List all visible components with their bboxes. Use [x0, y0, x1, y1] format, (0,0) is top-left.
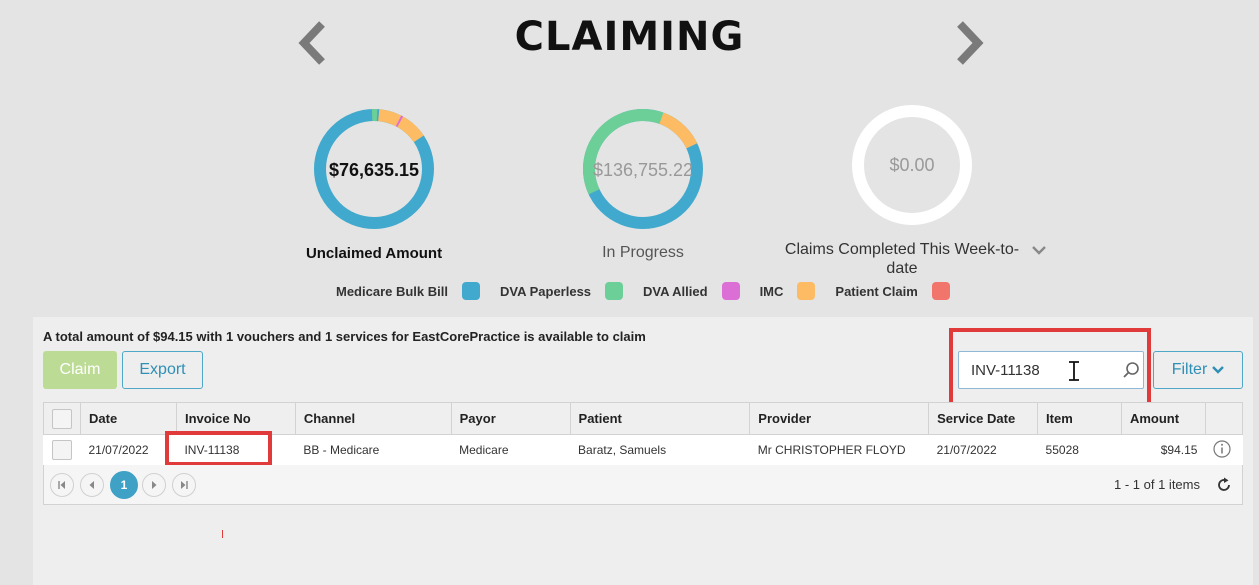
- cell-patient[interactable]: Baratz, Samuels: [570, 434, 750, 466]
- select-all-checkbox[interactable]: [52, 408, 72, 429]
- claim-button[interactable]: Claim: [43, 351, 117, 389]
- unclaimed-amount-label: Unclaimed Amount: [305, 245, 443, 262]
- refresh-icon[interactable]: [1216, 477, 1232, 493]
- info-icon[interactable]: [1213, 439, 1232, 458]
- row-select-cell[interactable]: [43, 434, 81, 466]
- cell-payor: Medicare: [451, 434, 571, 466]
- unclaimed-donut-chart: [314, 109, 434, 229]
- legend-swatch: [605, 282, 624, 300]
- column-header-amount[interactable]: Amount: [1120, 402, 1206, 435]
- in-progress-donut-chart: [583, 109, 703, 229]
- completed-value: $0.00: [889, 155, 935, 175]
- legend-item-imc: IMC: [760, 282, 816, 300]
- in-progress-value: $136,755.22: [592, 160, 694, 180]
- cell-channel: BB - Medicare: [295, 434, 452, 466]
- claims-table: Date Invoice No Channel Payor Patient Pr…: [43, 402, 1244, 466]
- in-progress-label: In Progress: [602, 244, 684, 261]
- column-header-service-date[interactable]: Service Date: [928, 402, 1039, 435]
- page-button-current[interactable]: 1: [110, 471, 138, 499]
- invoice-highlight-box: [165, 431, 272, 466]
- search-icon[interactable]: [1122, 361, 1140, 379]
- search-highlight-box: [949, 328, 1151, 407]
- next-arrow-icon[interactable]: [950, 20, 986, 66]
- invoice-search-box: [958, 351, 1144, 389]
- legend-swatch: [461, 282, 480, 300]
- last-page-icon[interactable]: [172, 473, 196, 497]
- legend-item-dva-allied: DVA Allied: [643, 282, 740, 300]
- pager-info: 1 - 1 of 1 items: [1114, 477, 1200, 492]
- table-header-row: Date Invoice No Channel Payor Patient Pr…: [43, 402, 1244, 435]
- legend-swatch: [931, 282, 950, 300]
- cell-provider[interactable]: Mr CHRISTOPHER FLOYD: [749, 434, 929, 466]
- column-header-provider[interactable]: Provider: [749, 402, 930, 435]
- select-all-header[interactable]: [43, 402, 81, 435]
- chevron-down-icon[interactable]: [1030, 242, 1048, 258]
- pagination-bar: 1 1 - 1 of 1 items: [43, 465, 1243, 505]
- legend-item-dva-paperless: DVA Paperless: [500, 282, 624, 300]
- unclaimed-amount-value: $76,635.15: [328, 160, 420, 180]
- first-page-icon[interactable]: [50, 473, 74, 497]
- cell-item: 55028: [1037, 434, 1122, 466]
- previous-arrow-icon[interactable]: [296, 20, 332, 66]
- claim-summary-text: A total amount of $94.15 with 1 vouchers…: [43, 329, 646, 344]
- info-cell[interactable]: [1205, 434, 1243, 466]
- red-mark: [222, 530, 223, 538]
- cell-amount: $94.15: [1121, 434, 1206, 466]
- filter-label: Filter: [1171, 361, 1208, 378]
- previous-page-icon[interactable]: [80, 473, 104, 497]
- next-page-icon[interactable]: [142, 473, 166, 497]
- column-header-payor[interactable]: Payor: [450, 402, 571, 435]
- legend-item-patient-claim: Patient Claim: [835, 282, 950, 300]
- column-header-item[interactable]: Item: [1037, 402, 1122, 435]
- legend-swatch: [797, 282, 816, 300]
- chart-legend: Medicare Bulk Bill DVA Paperless DVA All…: [336, 282, 950, 300]
- export-button[interactable]: Export: [122, 351, 203, 389]
- filter-button[interactable]: Filter: [1153, 351, 1243, 389]
- column-header-channel[interactable]: Channel: [294, 402, 452, 435]
- column-header-invoice-no[interactable]: Invoice No: [175, 402, 296, 435]
- chevron-down-icon: [1212, 366, 1225, 374]
- table-row[interactable]: 21/07/2022 INV-11138 BB - Medicare Medic…: [43, 434, 1243, 466]
- column-header-patient[interactable]: Patient: [569, 402, 751, 435]
- row-checkbox[interactable]: [51, 440, 72, 460]
- info-header: [1204, 402, 1244, 435]
- column-header-date[interactable]: Date: [80, 402, 177, 435]
- completed-donut-chart: [852, 105, 972, 225]
- legend-swatch: [721, 282, 740, 300]
- page-title: CLAIMING: [514, 14, 745, 60]
- search-input[interactable]: [969, 361, 1113, 380]
- completed-label: Claims Completed This Week-to-date: [784, 241, 1020, 277]
- text-cursor-icon: [1069, 361, 1079, 381]
- legend-item-medicare-bulk-bill: Medicare Bulk Bill: [336, 282, 480, 300]
- cell-date: 21/07/2022: [80, 434, 177, 466]
- cell-service-date: 21/07/2022: [928, 434, 1038, 466]
